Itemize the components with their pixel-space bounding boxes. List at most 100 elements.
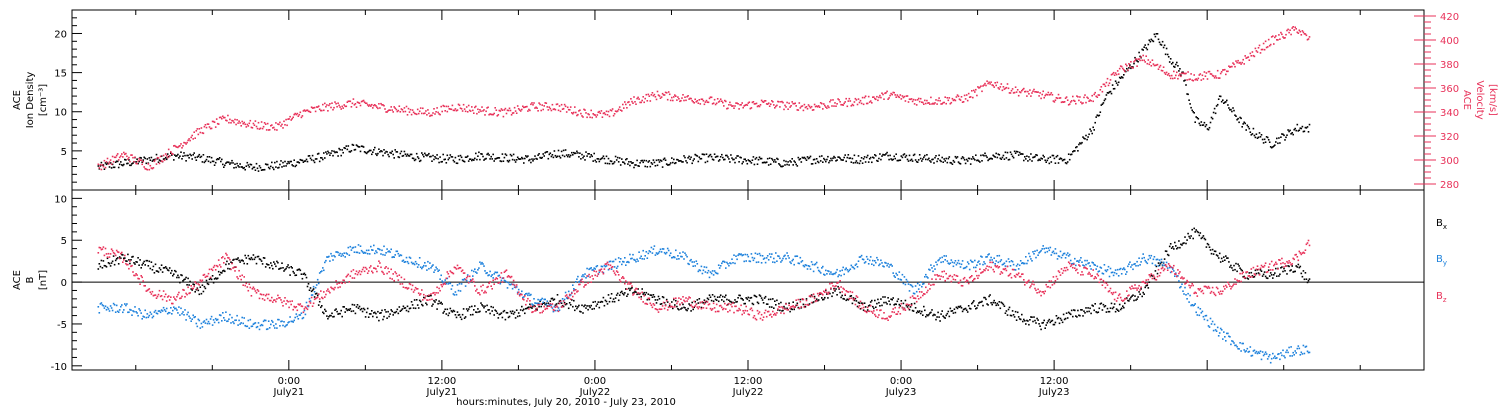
Bx-point: [249, 258, 252, 261]
velocity-point: [1169, 77, 1172, 80]
By-point: [603, 264, 606, 267]
By-point: [515, 286, 518, 288]
velocity-point: [183, 141, 185, 144]
density-point: [1193, 112, 1195, 114]
density-point: [556, 155, 559, 158]
By-point: [469, 278, 472, 281]
velocity-point: [731, 105, 733, 107]
velocity-point: [1023, 87, 1025, 90]
density-point: [667, 164, 670, 166]
By-point: [645, 251, 648, 253]
velocity-point: [1262, 42, 1265, 45]
Bx-point: [514, 317, 517, 319]
By-point: [1084, 259, 1086, 262]
Bx-point: [539, 300, 541, 303]
velocity-point: [413, 112, 416, 115]
velocity-point: [852, 104, 855, 107]
By-point: [1040, 249, 1042, 252]
By-point: [431, 265, 433, 267]
velocity-point: [1232, 62, 1234, 64]
density-point: [892, 158, 894, 161]
By-point: [1105, 270, 1108, 273]
By-point: [230, 322, 232, 324]
density-point: [881, 155, 883, 157]
velocity-point: [1087, 97, 1089, 100]
velocity-point: [464, 110, 467, 113]
velocity-point: [189, 139, 191, 142]
Bx-point: [1148, 281, 1151, 283]
velocity-point: [595, 116, 598, 118]
By-point: [891, 265, 893, 267]
density-point: [310, 159, 313, 161]
velocity-point: [580, 112, 582, 115]
Bx-point: [201, 284, 204, 286]
density-point: [1226, 99, 1228, 102]
By-point: [790, 262, 792, 265]
velocity-point: [259, 127, 262, 130]
density-point: [321, 157, 323, 159]
Bx-point: [958, 306, 961, 308]
By-point: [301, 317, 304, 320]
density-point: [730, 154, 732, 156]
Bx-point: [181, 274, 183, 277]
velocity-point: [462, 103, 465, 106]
Bx-point: [207, 283, 210, 286]
Bz-point: [224, 257, 226, 260]
velocity-point: [482, 110, 484, 112]
Bz-point: [200, 280, 203, 283]
velocity-point: [536, 107, 538, 109]
velocity-point: [235, 123, 237, 126]
velocity-point: [1207, 70, 1210, 73]
Bx-point: [483, 306, 485, 309]
velocity-point: [657, 94, 660, 96]
By-point: [433, 271, 435, 273]
velocity-point: [711, 103, 714, 105]
Bx-point: [356, 304, 359, 306]
density-point: [438, 161, 440, 164]
velocity-point: [549, 107, 552, 110]
velocity-point: [282, 127, 284, 129]
By-point: [1114, 269, 1117, 271]
density-point: [877, 160, 879, 162]
velocity-point: [1242, 58, 1244, 61]
density-point: [1108, 91, 1111, 93]
velocity-point: [389, 109, 391, 111]
velocity-point: [631, 100, 633, 103]
density-point: [583, 155, 585, 157]
By-point: [959, 266, 962, 268]
density-point: [295, 164, 298, 167]
By-point: [919, 281, 922, 283]
Bx-point: [1119, 308, 1122, 311]
Bx-point: [464, 316, 467, 318]
density-point: [997, 153, 1000, 155]
velocity-point: [576, 114, 578, 117]
Bx-point: [1087, 307, 1089, 309]
density-point: [1229, 109, 1231, 111]
Bx-point: [1241, 269, 1243, 272]
Bx-point: [716, 296, 719, 298]
density-point: [592, 160, 594, 162]
velocity-point: [751, 101, 754, 104]
By-point: [633, 258, 635, 261]
density-point: [1052, 154, 1055, 157]
velocity-point: [739, 104, 741, 106]
velocity-point: [875, 98, 877, 101]
density-point: [615, 159, 618, 161]
Bx-point: [932, 314, 934, 317]
Bx-point: [1117, 310, 1120, 312]
By-point: [1293, 354, 1295, 356]
velocity-point: [1292, 26, 1294, 28]
Bx-point: [991, 303, 993, 306]
Bx-point: [984, 296, 986, 299]
velocity-point: [829, 100, 831, 103]
Bz-point: [155, 297, 158, 299]
Bx-point: [1154, 270, 1157, 272]
By-point: [1207, 325, 1210, 327]
velocity-point: [1193, 74, 1195, 76]
density-point: [157, 161, 160, 163]
density-point: [649, 165, 652, 168]
density-point: [1185, 84, 1187, 86]
density-point: [432, 154, 434, 157]
By-point: [743, 260, 745, 263]
Bx-point: [376, 316, 378, 319]
